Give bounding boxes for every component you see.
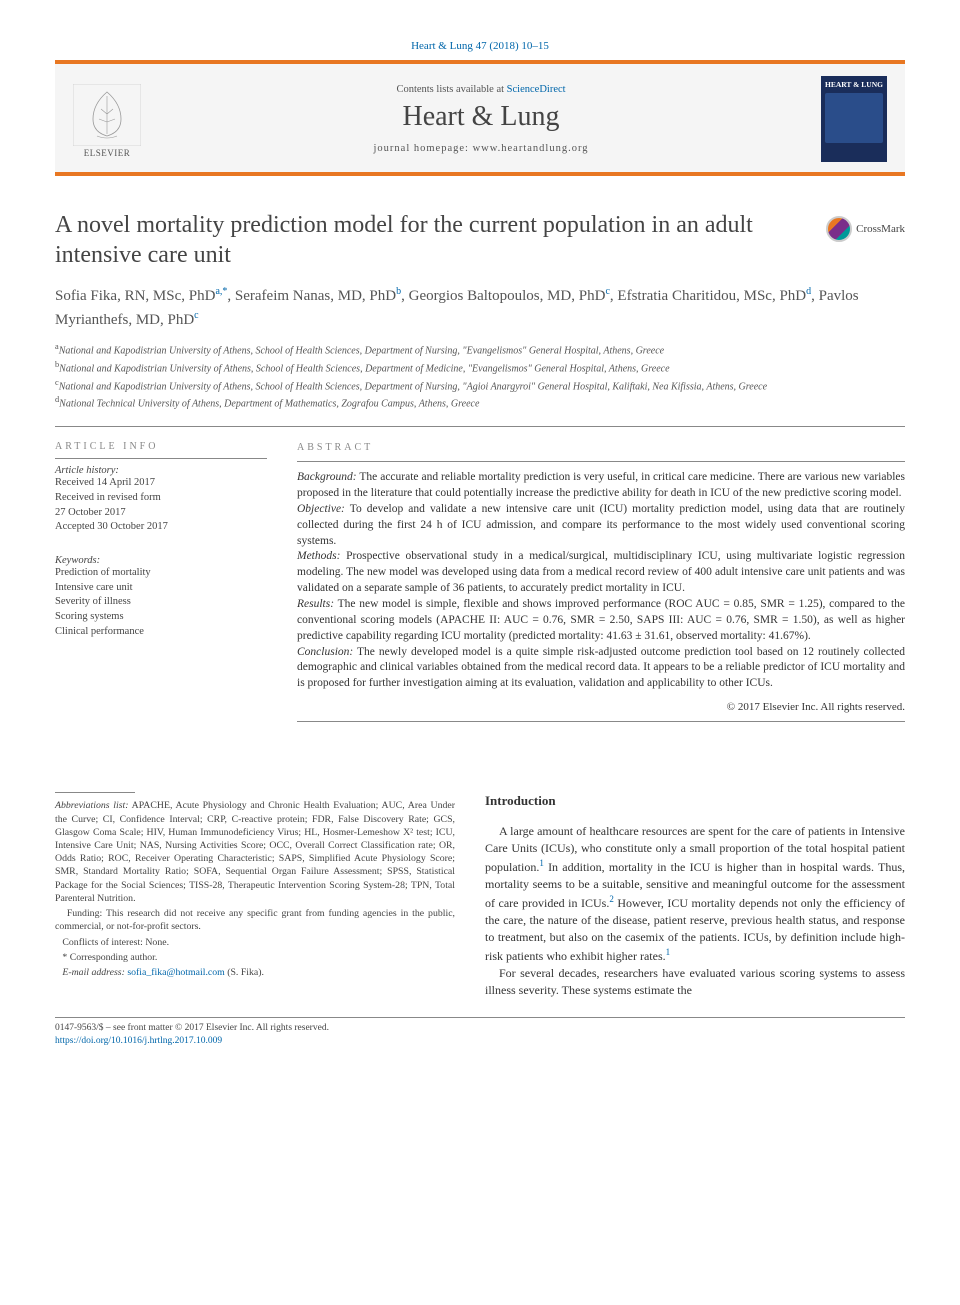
abstract-paragraph: Results: The new model is simple, flexib… xyxy=(297,597,905,645)
contents-line: Contents lists available at ScienceDirec… xyxy=(159,84,803,95)
history-line: Accepted 30 October 2017 xyxy=(55,520,267,535)
keyword-line: Intensive care unit xyxy=(55,581,267,596)
abbrev-label: Abbreviations list: xyxy=(55,800,129,811)
abstract-label: ABSTRACT xyxy=(297,441,905,455)
footer-issn: 0147-9563/$ – see front matter © 2017 El… xyxy=(55,1022,905,1035)
funding-footnote: Funding: This research did not receive a… xyxy=(55,907,455,933)
history-line: Received 14 April 2017 xyxy=(55,476,267,491)
abstract-paragraph: Background: The accurate and reliable mo… xyxy=(297,470,905,502)
intro-paragraph-1: A large amount of healthcare resources a… xyxy=(485,823,905,965)
keywords-label: Keywords: xyxy=(55,555,267,566)
journal-cover-thumb[interactable]: HEART & LUNG xyxy=(821,76,887,162)
email-paren: (S. Fika). xyxy=(225,967,264,978)
email-link[interactable]: sofia_fika@hotmail.com xyxy=(127,967,224,978)
journal-homepage: journal homepage: www.heartandlung.org xyxy=(159,143,803,154)
introduction-heading: Introduction xyxy=(485,792,905,810)
keyword-line: Severity of illness xyxy=(55,595,267,610)
footer-doi-link[interactable]: https://doi.org/10.1016/j.hrtlng.2017.10… xyxy=(55,1036,222,1046)
citation-ref-3[interactable]: 1 xyxy=(666,947,671,957)
email-footnote: E-mail address: sofia_fika@hotmail.com (… xyxy=(55,966,455,979)
corresponding-footnote: * Corresponding author. xyxy=(55,951,455,964)
abstract-copyright: © 2017 Elsevier Inc. All rights reserved… xyxy=(297,700,905,715)
article-info-column: ARTICLE INFO Article history: Received 1… xyxy=(55,441,267,722)
journal-header: ELSEVIER Contents lists available at Sci… xyxy=(55,64,905,172)
abstract-paragraph: Conclusion: The newly developed model is… xyxy=(297,645,905,693)
author: Serafeim Nanas, MD, PhDb xyxy=(235,288,401,304)
affiliation: dNational Technical University of Athens… xyxy=(55,394,905,412)
affiliations-list: aNational and Kapodistrian University of… xyxy=(55,341,905,412)
intro-paragraph-2: For several decades, researchers have ev… xyxy=(485,965,905,999)
cover-image-icon xyxy=(825,93,883,143)
homepage-url[interactable]: www.heartandlung.org xyxy=(473,143,589,154)
crossmark-badge[interactable]: CrossMark xyxy=(826,216,905,242)
funding-label: Funding: xyxy=(67,908,102,919)
affiliation: bNational and Kapodistrian University of… xyxy=(55,359,905,377)
email-label: E-mail address: xyxy=(62,967,127,978)
crossmark-label: CrossMark xyxy=(856,223,905,235)
affiliation: cNational and Kapodistrian University of… xyxy=(55,377,905,395)
info-rule-1 xyxy=(55,458,267,459)
footnotes-column: Abbreviations list: APACHE, Acute Physio… xyxy=(55,792,455,999)
author: Georgios Baltopoulos, MD, PhDc xyxy=(409,288,610,304)
footnote-rule xyxy=(55,792,135,793)
article-info-label: ARTICLE INFO xyxy=(55,441,267,452)
abstract-paragraph: Objective: To develop and validate a new… xyxy=(297,502,905,550)
author: Sofia Fika, RN, MSc, PhDa,* xyxy=(55,288,227,304)
affiliation: aNational and Kapodistrian University of… xyxy=(55,341,905,359)
article-title: A novel mortality prediction model for t… xyxy=(55,210,806,270)
abstract-rule xyxy=(297,461,905,462)
sciencedirect-link[interactable]: ScienceDirect xyxy=(507,84,566,95)
page-footer: 0147-9563/$ – see front matter © 2017 El… xyxy=(55,1022,905,1048)
cover-title: HEART & LUNG xyxy=(825,80,883,89)
top-citation: Heart & Lung 47 (2018) 10–15 xyxy=(55,40,905,52)
abstract-column: ABSTRACT Background: The accurate and re… xyxy=(297,441,905,722)
introduction-column: Introduction A large amount of healthcar… xyxy=(485,792,905,999)
conflicts-footnote: Conflicts of interest: None. xyxy=(55,936,455,949)
divider-1 xyxy=(55,426,905,427)
history-line: 27 October 2017 xyxy=(55,506,267,521)
crossmark-icon xyxy=(826,216,852,242)
keyword-line: Clinical performance xyxy=(55,625,267,640)
funding-text: This research did not receive any specif… xyxy=(55,908,455,932)
accent-bar-bottom xyxy=(55,172,905,176)
abstract-bottom-rule xyxy=(297,721,905,722)
contents-text: Contents lists available at xyxy=(396,84,506,95)
elsevier-label: ELSEVIER xyxy=(84,148,131,158)
abbrev-text: APACHE, Acute Physiology and Chronic Hea… xyxy=(55,800,455,904)
elsevier-tree-icon xyxy=(73,84,141,146)
abbrev-footnote: Abbreviations list: APACHE, Acute Physio… xyxy=(55,799,455,905)
keyword-line: Scoring systems xyxy=(55,610,267,625)
homepage-label: journal homepage: xyxy=(374,143,473,154)
history-label: Article history: xyxy=(55,465,267,476)
authors-list: Sofia Fika, RN, MSc, PhDa,*, Serafeim Na… xyxy=(55,284,905,331)
author: Efstratia Charitidou, MSc, PhDd xyxy=(617,288,811,304)
journal-name: Heart & Lung xyxy=(159,101,803,133)
abstract-paragraph: Methods: Prospective observational study… xyxy=(297,549,905,597)
footer-rule xyxy=(55,1017,905,1018)
elsevier-logo[interactable]: ELSEVIER xyxy=(73,80,141,158)
history-line: Received in revised form xyxy=(55,491,267,506)
keyword-line: Prediction of mortality xyxy=(55,566,267,581)
